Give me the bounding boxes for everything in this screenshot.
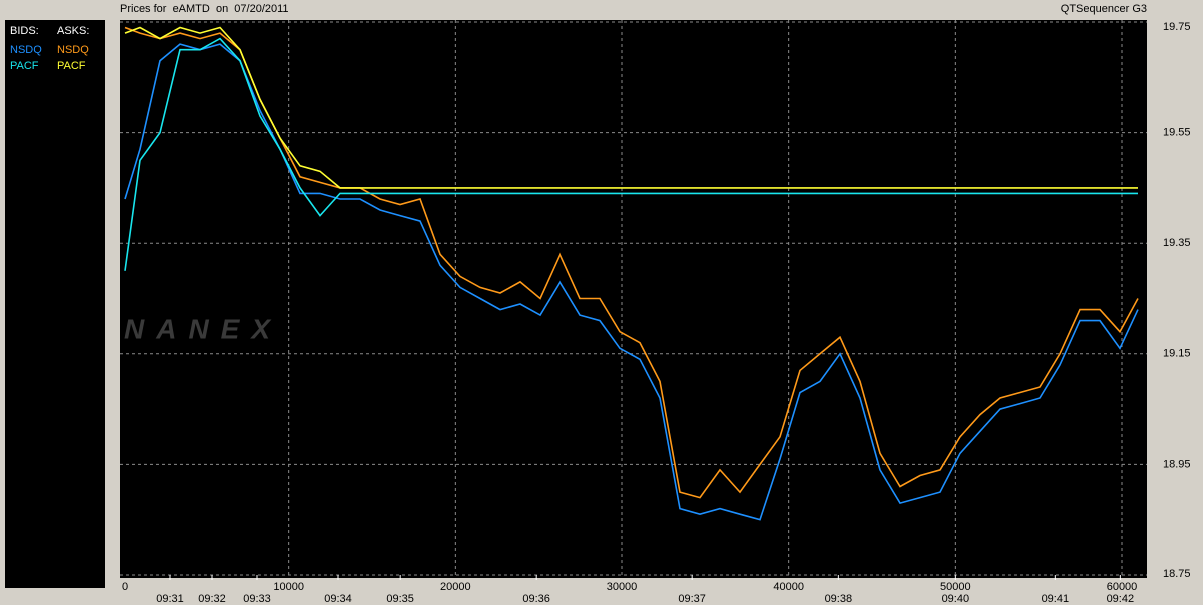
time-tick-label: 09:41	[1042, 593, 1070, 605]
legend-entry: NSDQ	[57, 44, 89, 56]
y-tick-label: 19.75	[1163, 21, 1191, 33]
time-tick-label: 09:42	[1107, 593, 1135, 605]
time-tick-label: 09:40	[942, 593, 970, 605]
y-tick-label: 18.75	[1163, 568, 1191, 580]
x-tick-label: 10000	[273, 581, 304, 593]
watermark: NANEX	[124, 313, 282, 344]
time-tick-label: 09:31	[156, 593, 184, 605]
time-tick-label: 09:32	[198, 593, 226, 605]
price-line	[124, 26, 1138, 189]
y-tick-label: 19.35	[1163, 237, 1191, 249]
time-tick-label: 09:37	[678, 593, 706, 605]
x-tick-label: 40000	[773, 581, 804, 593]
x-tick-label: 60000	[1107, 581, 1138, 593]
time-tick-label: 09:36	[522, 593, 550, 605]
legend-entry: PACF	[57, 60, 86, 72]
price-line	[124, 37, 1138, 271]
time-tick-label: 09:35	[386, 593, 414, 605]
y-tick-label: 19.15	[1163, 348, 1191, 360]
legend-header: ASKS:	[57, 25, 89, 37]
chart-title: Prices for eAMTD on 07/20/2011	[120, 3, 289, 15]
time-tick-label: 09:33	[243, 593, 271, 605]
price-line	[124, 26, 1139, 499]
legend-panel	[5, 20, 105, 588]
y-tick-label: 19.55	[1163, 127, 1191, 139]
legend: BIDS: ASKS: NSDQ PACF NSDQ PACF	[10, 25, 89, 72]
x-tick-label: 20000	[440, 581, 471, 593]
plot-area	[120, 20, 1147, 578]
y-tick-label: 18.95	[1163, 458, 1191, 470]
x-tick-label: 50000	[940, 581, 971, 593]
legend-header: BIDS:	[10, 25, 39, 37]
x-tick-label: 0	[122, 581, 128, 593]
legend-entry: PACF	[10, 60, 39, 72]
app-label: QTSequencer G3	[1061, 3, 1147, 15]
time-tick-label: 09:34	[324, 593, 352, 605]
price-line	[124, 43, 1139, 521]
legend-entry: NSDQ	[10, 44, 42, 56]
x-tick-label: 30000	[607, 581, 638, 593]
time-tick-label: 09:38	[825, 593, 853, 605]
